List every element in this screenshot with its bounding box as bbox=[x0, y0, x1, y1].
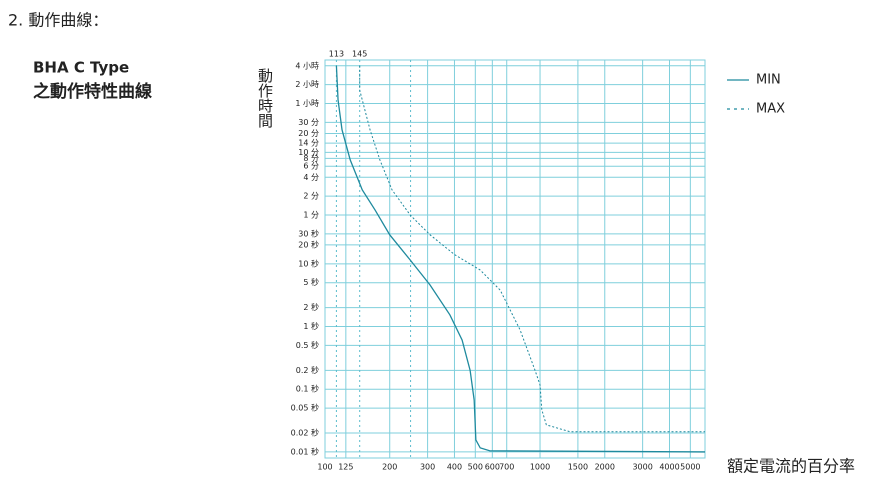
y-tick-label: 0.02 秒 bbox=[291, 428, 319, 438]
y-tick-label: 8 分 bbox=[303, 154, 319, 163]
x-tick-label: 4000 bbox=[659, 463, 679, 472]
x-tick-label: 125 bbox=[338, 463, 353, 472]
legend-label: MIN bbox=[756, 73, 781, 88]
y-tick-label: 6 分 bbox=[303, 162, 319, 171]
y-tick-label: 0.5 秒 bbox=[296, 340, 319, 350]
y-tick-label: 10 分 bbox=[298, 148, 319, 157]
y-tick-label: 4 小時 bbox=[295, 61, 319, 70]
subheading: 之動作特性曲線 bbox=[33, 81, 152, 102]
x-tick-label: 1000 bbox=[530, 463, 550, 472]
reference-label: 113 bbox=[329, 50, 344, 59]
x-tick-label: 300 bbox=[420, 463, 435, 472]
x-tick-label: 400 bbox=[447, 463, 462, 472]
y-tick-label: 30 秒 bbox=[298, 228, 319, 238]
x-tick-label: 5000 bbox=[680, 463, 700, 472]
x-tick-label: 100 bbox=[317, 463, 332, 472]
x-tick-label: 2000 bbox=[595, 463, 615, 472]
y-tick-label: 14 分 bbox=[298, 139, 319, 148]
x-tick-label: 600 bbox=[485, 463, 500, 472]
y-tick-label: 0.05 秒 bbox=[291, 403, 319, 413]
x-tick-label: 200 bbox=[382, 463, 397, 472]
x-axis-label: 額定電流的百分率 bbox=[727, 457, 855, 476]
x-tick-label: 700 bbox=[499, 463, 514, 472]
plot-frame bbox=[324, 59, 706, 459]
y-tick-label: 5 秒 bbox=[303, 277, 319, 287]
series-line bbox=[335, 65, 706, 453]
y-tick-label: 1 分 bbox=[303, 211, 319, 220]
reference-label: 145 bbox=[352, 50, 367, 59]
x-tick-label: 1500 bbox=[568, 463, 588, 472]
y-tick-label: 2 分 bbox=[303, 192, 319, 201]
x-tick-label: 3000 bbox=[632, 463, 652, 472]
y-tick-label: 0.1 秒 bbox=[296, 384, 319, 394]
y-tick-label: 30 分 bbox=[298, 118, 319, 127]
y-tick-label: 0.01 秒 bbox=[291, 446, 319, 456]
y-tick-label: 2 小時 bbox=[295, 80, 319, 89]
heading: 2. 動作曲線： bbox=[8, 11, 108, 30]
x-tick-label: 500 bbox=[468, 463, 483, 472]
y-tick-label: 20 秒 bbox=[298, 239, 319, 249]
y-tick-label: 10 秒 bbox=[298, 258, 319, 268]
y-tick-label: 20 分 bbox=[298, 129, 319, 138]
y-tick-label: 4 分 bbox=[303, 173, 319, 182]
subheading: BHA C Type bbox=[33, 59, 129, 77]
y-tick-label: 0.2 秒 bbox=[296, 365, 319, 375]
y-tick-label: 1 小時 bbox=[295, 99, 319, 108]
legend-label: MAX bbox=[756, 102, 785, 117]
y-tick-label: 2 秒 bbox=[303, 302, 319, 312]
y-tick-label: 1 秒 bbox=[303, 321, 319, 331]
y-axis-label: 動作時間 bbox=[256, 68, 274, 129]
series-line bbox=[359, 65, 705, 433]
